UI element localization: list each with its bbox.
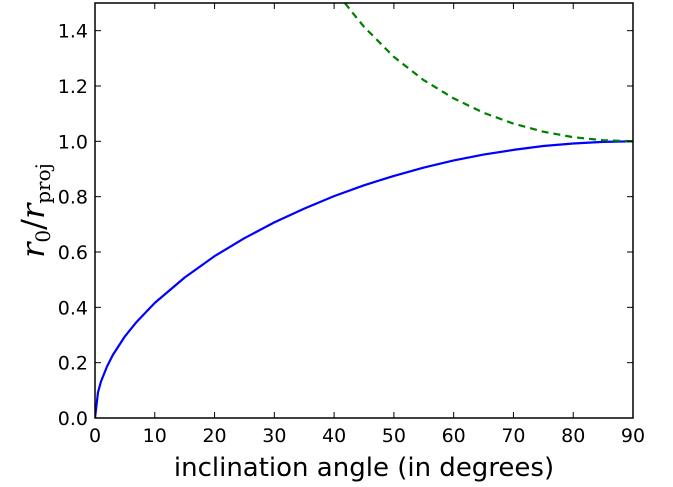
y-label-sub: 0	[31, 230, 55, 243]
y-tick-label: 0.0	[58, 408, 88, 430]
series-line-dashed	[344, 3, 633, 143]
y-axis-label: r0/rproj	[14, 163, 55, 258]
series-line-solid	[95, 140, 633, 418]
x-tick-label: 30	[262, 425, 286, 447]
plot-frame	[94, 2, 634, 419]
y-tick-label: 0.8	[58, 187, 88, 209]
series-layer	[95, 3, 633, 418]
y-tick-label: 0.4	[58, 297, 88, 319]
x-tick-label: 50	[382, 425, 406, 447]
x-tick-label: 60	[442, 425, 466, 447]
ticks-layer: 0 10 20 30 40 50 60 70 80 90 0.0 0.2 0.4 0.6 0.8 1.0 1.2…	[58, 3, 645, 447]
y-label-sub2: proj	[31, 163, 55, 204]
x-tick-label: 70	[501, 425, 525, 447]
x-tick-label: 0	[89, 425, 101, 447]
x-tick-label: 10	[143, 425, 167, 447]
x-tick-label: 40	[322, 425, 346, 447]
x-axis-label: inclination angle (in degrees)	[174, 453, 554, 483]
x-tick-label: 90	[621, 425, 645, 447]
x-tick-label: 20	[202, 425, 226, 447]
y-tick-label: 1.0	[58, 131, 88, 153]
y-tick-label: 0.2	[58, 353, 88, 375]
y-tick-label: 1.2	[58, 76, 88, 98]
y-label-base: r	[14, 241, 52, 258]
x-tick-label: 80	[561, 425, 585, 447]
y-tick-label: 0.6	[58, 242, 88, 264]
y-label-base2: r	[14, 202, 52, 219]
y-tick-label: 1.4	[58, 21, 88, 43]
y-label-slash: /	[14, 219, 52, 230]
